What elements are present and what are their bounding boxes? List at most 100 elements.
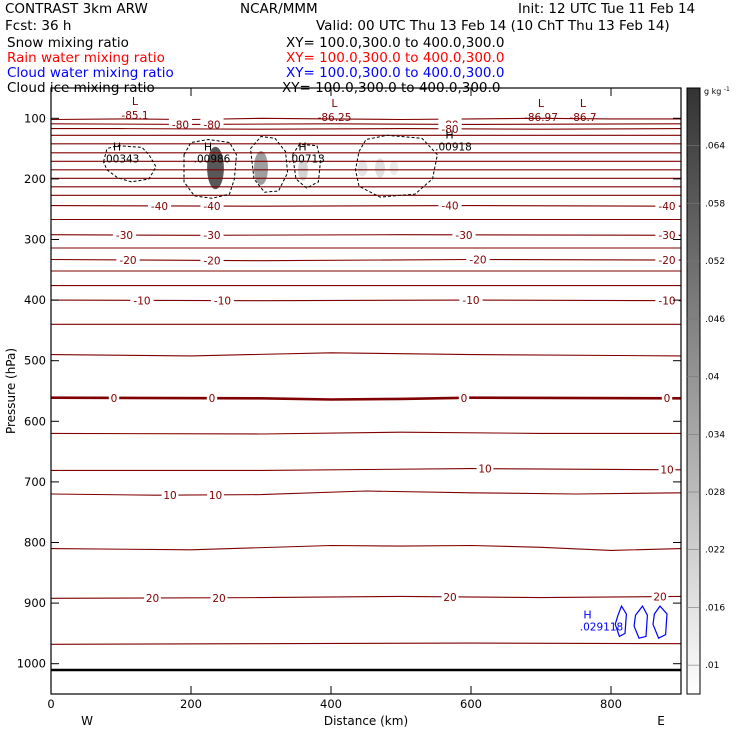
cloud-ice-maximum-value: .00918 (435, 142, 472, 154)
colorbar-tick-label: .028 (705, 488, 725, 498)
contour-label-bg (466, 253, 490, 266)
temperature-contour-label: 20 (146, 593, 159, 605)
contour-label-bg (655, 200, 679, 213)
contour-label-bg (200, 200, 224, 213)
temperature-contour (51, 642, 681, 645)
temperature-contour (51, 468, 681, 471)
temperature-contour-label: -40 (203, 201, 220, 213)
contour-label-bg (655, 294, 679, 307)
cloud-ice-maximum-value: .00986 (194, 154, 231, 166)
contour-label-bg (658, 463, 676, 476)
temperature-contour-label: -30 (116, 230, 133, 242)
snow-shade-blob (357, 159, 368, 177)
cloud-ice-contour (250, 136, 289, 193)
init-time: Init: 12 UTC Tue 11 Feb 14 (518, 1, 696, 17)
temperature-contour (51, 128, 681, 130)
temperature-contour-label: -80 (441, 124, 458, 136)
valid-time: Valid: 00 UTC Thu 13 Feb 14 (10 ChT Thu … (316, 18, 670, 34)
cloud-ice-maximum-value: .00343 (103, 154, 140, 166)
cloud-water-contour (633, 605, 649, 639)
cloud-water-maximum-marker: H (583, 608, 591, 621)
contour-label-bg (206, 392, 218, 405)
temperature-contour (51, 544, 681, 551)
snow-shade-blob (389, 160, 399, 176)
colorbar-tick-label: .022 (705, 546, 725, 556)
temperature-contour-label: 10 (660, 465, 673, 477)
cloud-ice-maximum-marker: H (298, 141, 306, 154)
cloud-ice-maximum-marker: H (204, 141, 212, 154)
temperature-contour-label: -20 (119, 255, 136, 267)
colorbar-tick-label: .046 (705, 315, 725, 325)
y-tick-label: 600 (24, 414, 46, 428)
west-label: W (81, 714, 93, 728)
temperature-contour-label: 0 (664, 393, 671, 405)
y-tick-label: 100 (24, 111, 46, 125)
cloud-ice-contour (355, 134, 438, 198)
temperature-contour (51, 396, 681, 401)
temperature-minimum-value: -85.1 (121, 110, 148, 122)
temperature-contour-label: -40 (151, 201, 168, 213)
forecast-hour: Fcst: 36 h (5, 18, 72, 34)
contour-label-bg (651, 590, 669, 603)
contour-label-bg (200, 254, 224, 267)
y-tick-label: 300 (24, 233, 46, 247)
temperature-minimum-marker: L (538, 97, 545, 110)
contour-label-bg (655, 229, 679, 242)
contour-label-bg (458, 391, 470, 404)
temperature-minimum-value: -86.7 (569, 112, 596, 124)
contour-label-bg (210, 591, 228, 604)
temperature-contour-label: -40 (441, 201, 458, 213)
contour-label-bg (210, 294, 235, 307)
snow-shade-blob (254, 151, 268, 185)
snow-shade-blob (375, 158, 385, 178)
colorbar-tick-label: .064 (705, 142, 725, 152)
colorbar-tick-label: .058 (705, 199, 725, 209)
cloud-ice-maximum-value: .00713 (288, 154, 325, 166)
temperature-contour-label: -30 (203, 230, 220, 242)
temperature-contour-label: -10 (462, 295, 479, 307)
contour-label-bg (452, 228, 476, 241)
cloud-ice-contour (103, 145, 157, 183)
cloud-water-maximum-value: .029118 (580, 621, 623, 633)
temperature-contour-label: -80 (203, 119, 220, 131)
cloud-ice-contour (292, 143, 321, 189)
colorbar-tick-label: .04 (705, 373, 720, 383)
cloud-ice-contour (183, 139, 237, 199)
y-tick-label: 700 (24, 475, 46, 489)
temperature-contour-label: 20 (653, 592, 666, 604)
contour-label-bg (438, 199, 462, 212)
temperature-minimum-value: -86.25 (318, 112, 352, 124)
legend-snow-xy: XY= 100.0,300.0 to 400.0,300.0 (286, 35, 505, 51)
temperature-contour-label: -20 (658, 255, 675, 267)
temperature-contour-label: 0 (111, 393, 118, 405)
x-axis-label: Distance (km) (324, 714, 408, 728)
legend-cloudwater-name: Cloud water mixing ratio (7, 65, 174, 81)
contour-label-bg (168, 118, 193, 131)
temperature-contour-label: -10 (133, 295, 150, 307)
contour-label-bg (200, 229, 224, 242)
temperature-minimum-value: -86.97 (524, 112, 558, 124)
temperature-contour-label: -80 (172, 119, 189, 131)
y-tick-label: 800 (24, 536, 46, 550)
colorbar-unit: g kg -1 (704, 86, 730, 96)
colorbar-tick-label: .016 (705, 603, 725, 613)
temperature-minimum-marker: L (132, 95, 139, 108)
colorbar-unit-base: g kg (704, 87, 721, 96)
contour-label-bg (661, 392, 673, 405)
colorbar (686, 87, 701, 695)
contour-label-bg (207, 488, 224, 501)
legend-rain-xy: XY= 100.0,300.0 to 400.0,300.0 (286, 50, 505, 66)
temperature-contour (51, 117, 681, 121)
legend-snow-name: Snow mixing ratio (7, 35, 129, 51)
temperature-contour-label: -20 (203, 255, 220, 267)
y-tick-label: 1000 (17, 657, 46, 671)
temperature-contour-label: 20 (443, 592, 456, 604)
contour-label-bg (200, 118, 224, 131)
cloud-water-contour (614, 604, 628, 638)
temperature-contour-label: 10 (209, 490, 222, 502)
y-tick-label: 400 (24, 293, 46, 307)
center-label: NCAR/MMM (240, 1, 318, 17)
x-tick-label: 200 (180, 697, 202, 711)
y-tick-label: 500 (24, 354, 46, 368)
